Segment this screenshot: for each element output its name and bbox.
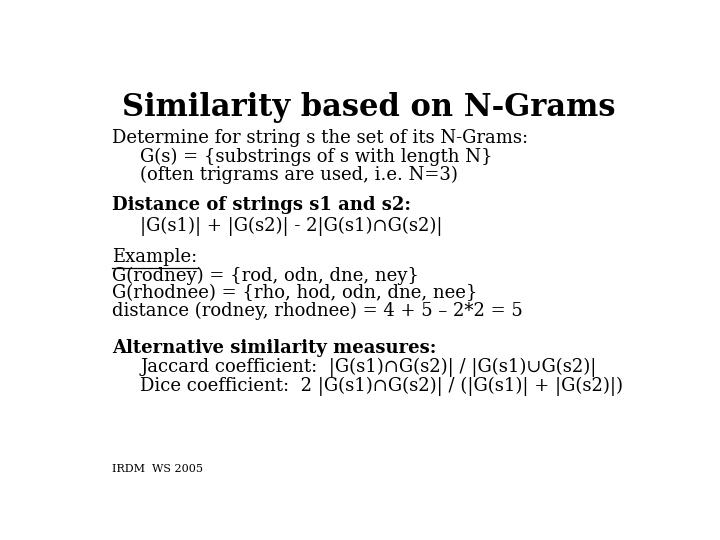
Text: Distance of strings s1 and s2:: Distance of strings s1 and s2: xyxy=(112,196,411,214)
Text: |G(s1)| + |G(s2)| - 2|G(s1)∩G(s2)|: |G(s1)| + |G(s2)| - 2|G(s1)∩G(s2)| xyxy=(140,217,443,236)
Text: distance (rodney, rhodnee) = 4 + 5 – 2*2 = 5: distance (rodney, rhodnee) = 4 + 5 – 2*2… xyxy=(112,302,523,320)
Text: Alternative similarity measures:: Alternative similarity measures: xyxy=(112,339,437,357)
Text: G(rhodnee) = {rho, hod, odn, dne, nee}: G(rhodnee) = {rho, hod, odn, dne, nee} xyxy=(112,285,477,302)
Text: G(rodney) = {rod, odn, dne, ney}: G(rodney) = {rod, odn, dne, ney} xyxy=(112,266,419,285)
Text: Determine for string s the set of its N-Grams:: Determine for string s the set of its N-… xyxy=(112,129,528,147)
Text: G(s) = {substrings of s with length N}: G(s) = {substrings of s with length N} xyxy=(140,148,492,166)
Text: (often trigrams are used, i.e. N=3): (often trigrams are used, i.e. N=3) xyxy=(140,166,458,184)
Text: Example:: Example: xyxy=(112,248,197,266)
Text: Dice coefficient:  2 |G(s1)∩G(s2)| / (|G(s1)| + |G(s2)|): Dice coefficient: 2 |G(s1)∩G(s2)| / (|G(… xyxy=(140,377,624,396)
Text: Similarity based on N-Grams: Similarity based on N-Grams xyxy=(122,92,616,123)
Text: Jaccard coefficient:  |G(s1)∩G(s2)| / |G(s1)∪G(s2)|: Jaccard coefficient: |G(s1)∩G(s2)| / |G(… xyxy=(140,358,597,377)
Text: IRDM  WS 2005: IRDM WS 2005 xyxy=(112,464,203,474)
